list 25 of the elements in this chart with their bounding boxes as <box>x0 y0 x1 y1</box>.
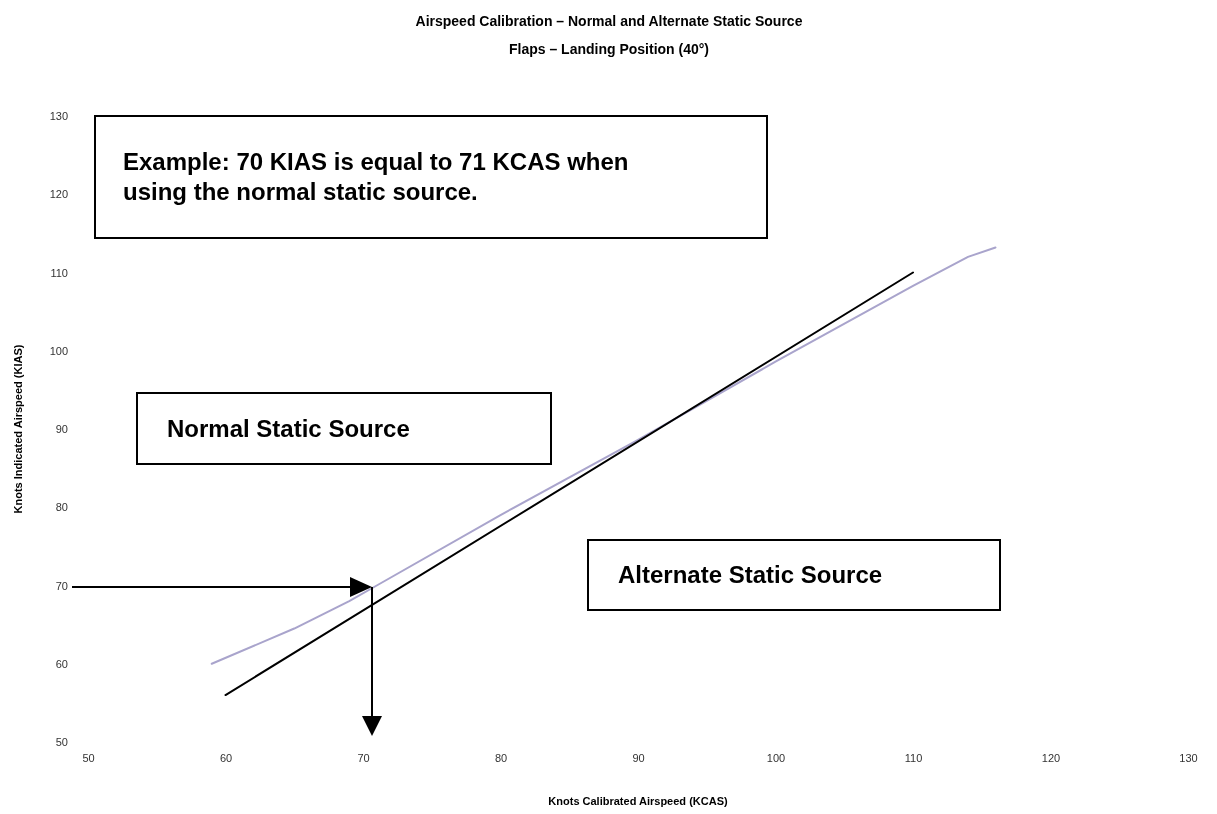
y-tick-label: 90 <box>55 423 68 436</box>
x-tick-label: 90 <box>632 751 645 764</box>
y-tick-label: 130 <box>49 110 68 123</box>
x-tick-label: 50 <box>82 751 95 764</box>
annotation: Alternate Static Source <box>618 561 883 589</box>
x-tick-label: 100 <box>766 751 786 764</box>
x-tick-label: 120 <box>1041 751 1061 764</box>
y-tick-label: 120 <box>49 188 68 201</box>
chart-title: Airspeed Calibration – Normal and Alternate Static Source <box>415 13 803 29</box>
x-axis-title: Knots Calibrated Airspeed (KCAS) <box>548 795 728 807</box>
x-tick-label: 70 <box>357 751 370 764</box>
x-tick-label: 80 <box>494 751 508 764</box>
y-tick-label: 60 <box>55 657 68 670</box>
x-tick-label: 130 <box>1179 751 1198 764</box>
y-tick-label: 50 <box>55 736 68 749</box>
y-tick-label: 70 <box>55 579 68 592</box>
chart-subtitle: Flaps – Landing Position (40°) <box>508 41 710 57</box>
y-tick-label: 100 <box>49 344 68 357</box>
y-tick-label: 110 <box>50 266 68 279</box>
annotation: Normal Static Source <box>167 414 410 442</box>
x-tick-label: 110 <box>904 751 923 764</box>
y-axis-title: Knots Indicated Airspeed (KIAS) <box>12 344 24 514</box>
y-tick-label: 80 <box>55 501 68 514</box>
annotation: Example: 70 KIAS is equal to 71 KCAS when using the normal static source. <box>123 148 629 206</box>
x-tick-label: 60 <box>219 751 233 764</box>
